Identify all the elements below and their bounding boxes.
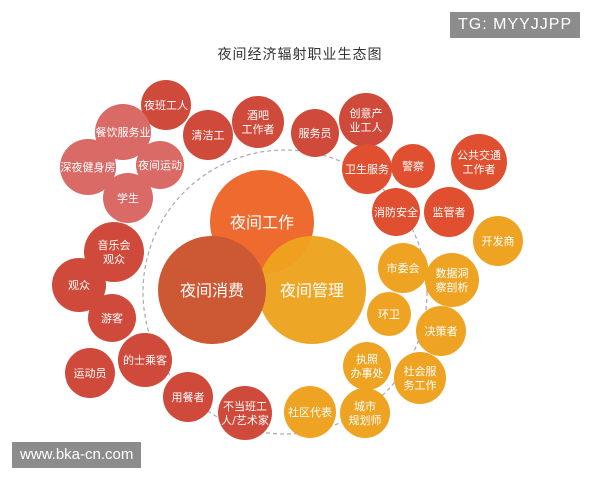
node-circle-30	[340, 388, 390, 438]
node-label-10: 卫生服务	[345, 162, 389, 176]
node-circle-29	[284, 386, 336, 438]
node-label-5: 服务员	[299, 127, 332, 140]
node-label-7: 深夜健身房	[61, 160, 116, 174]
hub-manage-label: 夜间管理	[280, 281, 344, 300]
node-label-22: 决策者	[425, 324, 458, 338]
node-label-19: 观众	[68, 279, 90, 292]
node-circle-20	[88, 294, 136, 342]
node-label-9: 学生	[117, 191, 139, 205]
node-circle-21	[367, 292, 411, 336]
hub-consume-label: 夜间消费	[180, 281, 244, 300]
node-circle-5	[291, 109, 339, 157]
node-circle-23	[65, 348, 115, 398]
node-circle-3	[183, 110, 233, 160]
node-label-6: 创意产业工人	[350, 106, 383, 134]
watermark-bottom: www.bka-cn.com	[12, 442, 142, 468]
node-circle-8	[136, 141, 184, 189]
node-label-24: 的士乘客	[123, 353, 167, 367]
node-label-17: 市委会	[387, 261, 420, 275]
node-circle-15	[473, 216, 523, 266]
node-label-23: 运动员	[74, 367, 107, 380]
node-circle-26	[394, 352, 446, 404]
node-circle-14	[424, 187, 474, 237]
hub-consume-circle	[158, 236, 266, 344]
node-circle-19	[52, 258, 106, 312]
node-label-27: 用餐者	[172, 390, 205, 404]
node-circle-2	[95, 104, 151, 160]
node-label-2: 餐饮服务业	[96, 125, 151, 139]
node-circle-9	[103, 173, 153, 223]
node-circle-1	[141, 80, 191, 130]
node-circle-11	[391, 144, 435, 188]
node-label-28: 不当班工人/艺术家	[221, 399, 269, 427]
node-label-12: 公共交通工作者	[457, 148, 501, 176]
node-label-25: 执照办事处	[351, 352, 384, 380]
node-circle-18	[425, 253, 479, 307]
diagram-title: 夜间经济辐射职业生态图	[217, 47, 383, 63]
node-circle-17	[378, 243, 428, 293]
node-label-3: 清洁工	[192, 129, 225, 142]
node-circle-25	[343, 342, 391, 390]
node-circle-24	[118, 333, 172, 387]
node-label-16: 音乐会观众	[98, 238, 131, 266]
node-circle-6	[339, 93, 393, 147]
node-circle-27	[163, 372, 213, 422]
node-label-15: 开发商	[482, 234, 515, 248]
watermark-top: TG: MYYJJPP	[450, 12, 581, 38]
hub-work-label: 夜间工作	[230, 213, 294, 232]
node-label-8: 夜间运动	[138, 158, 182, 172]
node-label-14: 监管者	[433, 205, 466, 219]
node-label-13: 消防安全	[374, 205, 418, 219]
node-circle-28	[218, 386, 272, 440]
node-circle-7	[60, 139, 116, 195]
node-circle-13	[372, 188, 420, 236]
node-label-4: 酒吧工作者	[242, 109, 275, 136]
node-circle-4	[232, 96, 284, 148]
node-label-18: 数据洞察剖析	[436, 266, 469, 294]
node-circle-10	[342, 144, 392, 194]
node-label-30: 城市规划师	[349, 399, 382, 427]
node-label-20: 游客	[101, 311, 123, 325]
dashed-ring	[142, 149, 428, 435]
hub-manage-circle	[258, 236, 366, 344]
node-label-11: 警察	[402, 159, 424, 173]
node-circle-22	[416, 306, 466, 356]
node-label-29: 社区代表	[288, 405, 332, 419]
node-label-26: 社会服务工作	[404, 364, 437, 392]
node-label-21: 环卫	[378, 308, 400, 321]
node-label-1: 夜班工人	[144, 98, 188, 112]
node-circle-12	[451, 134, 507, 190]
